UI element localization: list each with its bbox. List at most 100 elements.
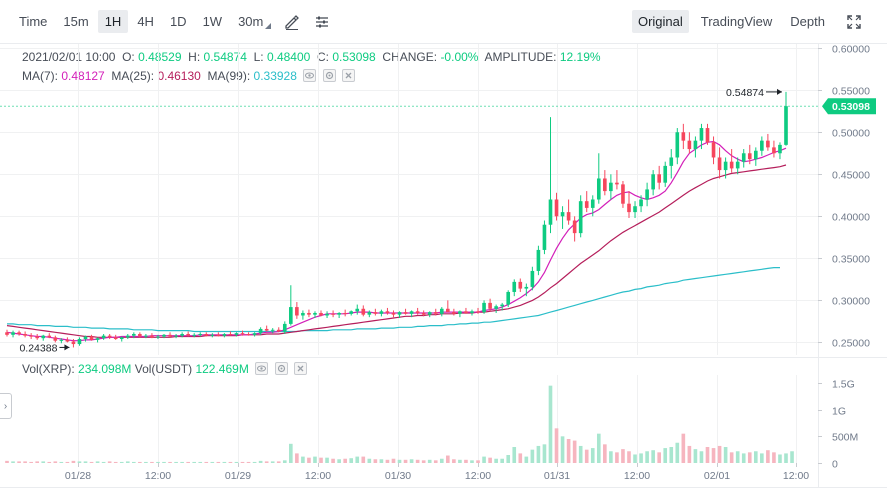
high-marker-label: 0.54874 <box>726 87 764 99</box>
volume-bar <box>77 461 82 463</box>
candle-body <box>264 328 269 331</box>
vol-eye-icon[interactable] <box>255 362 269 375</box>
interval-15m[interactable]: 15m <box>63 14 89 29</box>
interval-4h[interactable]: 4H <box>137 14 154 29</box>
candle-body <box>476 311 480 313</box>
candle-body <box>192 334 197 336</box>
volume-bar <box>554 428 559 463</box>
volume-bar <box>71 460 76 463</box>
candle-body <box>615 182 619 185</box>
volume-bar <box>367 458 372 463</box>
candle-body <box>572 220 577 234</box>
volume-bar <box>101 461 106 463</box>
candle-body <box>633 206 637 213</box>
volume-bar <box>156 461 160 463</box>
volume-bar <box>735 451 740 463</box>
volume-bar <box>566 439 571 463</box>
view-original[interactable]: Original <box>631 10 689 33</box>
volume-bar <box>717 445 722 463</box>
volume-bar <box>639 453 643 463</box>
view-depth[interactable]: Depth <box>790 14 825 29</box>
volume-bar <box>446 455 450 463</box>
volume-bar <box>11 461 15 463</box>
candle-body <box>234 333 239 335</box>
volume-bar <box>83 461 88 463</box>
volume-bar <box>790 451 794 463</box>
candle-body <box>584 201 589 208</box>
candle-body <box>77 339 82 345</box>
eye-icon[interactable] <box>303 69 317 82</box>
view-tradingview[interactable]: TradingView <box>700 14 773 29</box>
candle-body <box>138 333 142 337</box>
volume-bar <box>645 451 649 463</box>
volume-bar <box>65 461 70 463</box>
candle-body <box>17 332 21 334</box>
view-selector: Original TradingView Depth <box>631 10 865 33</box>
volume-bar <box>590 448 595 463</box>
pencil-icon[interactable] <box>281 11 303 33</box>
volume-bar <box>282 460 287 463</box>
volume-tick-label: 1G <box>832 406 846 418</box>
close-value: 0.53098 <box>332 50 376 64</box>
candle-body <box>403 312 408 314</box>
volume-bar <box>476 460 480 463</box>
expand-panel-tab[interactable]: › <box>0 393 12 419</box>
candle-body <box>349 311 354 314</box>
volume-bar <box>343 458 347 463</box>
volume-bar <box>222 461 227 463</box>
candle-body <box>295 307 299 316</box>
vol-settings-icon[interactable] <box>274 362 288 375</box>
candle-body <box>59 339 64 341</box>
volume-tick-label: 0 <box>832 459 838 471</box>
settings-sliders-icon[interactable] <box>311 11 333 33</box>
candle-body <box>421 312 426 315</box>
interval-time[interactable]: Time <box>19 14 48 29</box>
price-tick-label: 0.55000 <box>832 86 870 98</box>
candle-body <box>554 199 559 217</box>
candle-body <box>772 147 776 154</box>
volume-bar <box>464 459 468 463</box>
chart-grid <box>0 44 887 488</box>
settings-icon[interactable] <box>322 69 336 82</box>
volume-bar <box>295 453 299 463</box>
volume-bar <box>482 456 486 463</box>
volume-bar <box>337 459 341 463</box>
price-tick-label: 0.40000 <box>832 212 870 224</box>
low-marker-arrow <box>64 344 70 351</box>
candle-body <box>760 140 764 151</box>
volume-bar <box>204 461 209 463</box>
volume-bar <box>35 461 40 463</box>
interval-1w[interactable]: 1W <box>202 14 223 29</box>
interval-more-dropdown[interactable]: 30m <box>231 10 273 33</box>
volume-bar <box>512 447 517 463</box>
candle-body <box>566 212 571 221</box>
candle-body <box>89 336 94 340</box>
interval-selector: Time 15m 1H 4H 1D 1W 30m <box>0 10 333 33</box>
ma-row: MA(7): 0.48127 MA(25): 0.46130 MA(99): 0… <box>22 67 601 86</box>
volume-bar <box>107 461 112 463</box>
candle-body <box>494 306 498 309</box>
volume-bar <box>29 461 33 463</box>
candle-body <box>439 308 444 314</box>
fullscreen-icon[interactable] <box>843 11 865 33</box>
volume-bar <box>741 453 746 463</box>
close-icon[interactable] <box>341 69 355 82</box>
candle-body <box>379 311 384 314</box>
volume-bar <box>524 456 529 463</box>
interval-1h[interactable]: 1H <box>97 10 129 33</box>
time-tick-label: 01/28 <box>65 470 91 482</box>
volume-tick-label: 500M <box>832 432 858 444</box>
ma7-line <box>6 140 787 342</box>
interval-1d[interactable]: 1D <box>169 14 187 29</box>
candle-body <box>5 332 9 335</box>
candle-body <box>446 308 450 313</box>
vol-usdt-value: 122.469M <box>195 362 249 376</box>
volume-bar <box>572 440 577 463</box>
candle-body <box>409 311 414 314</box>
volume-bar <box>361 456 366 463</box>
candle-body <box>500 304 504 307</box>
time-tick-label: 12:00 <box>305 470 331 482</box>
vol-close-icon[interactable] <box>293 362 307 375</box>
ma99-line <box>7 267 780 333</box>
candle-body <box>319 312 323 316</box>
